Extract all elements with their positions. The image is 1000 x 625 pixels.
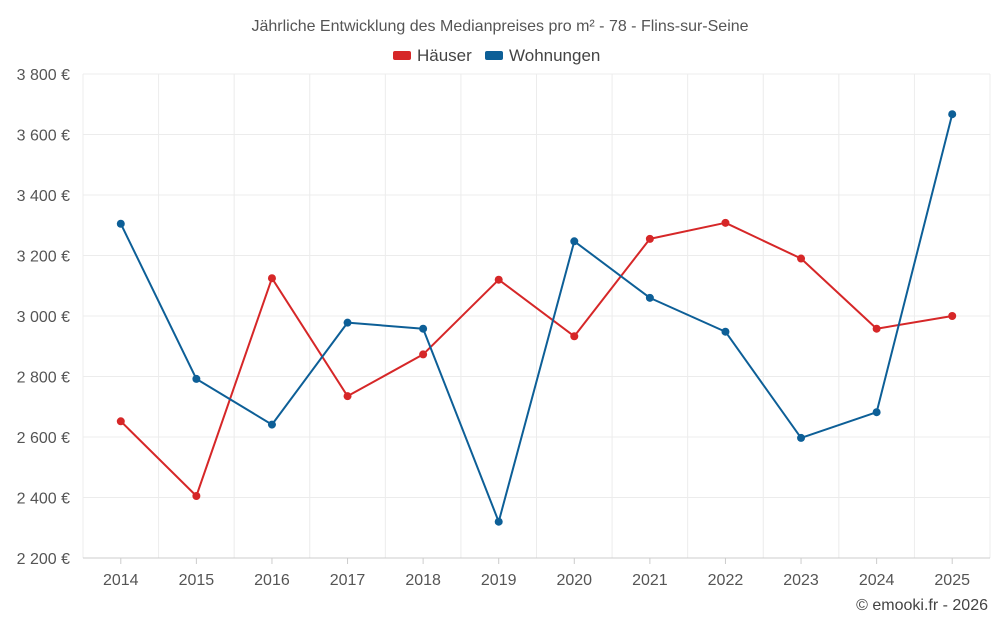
y-tick-label: 2 600 € xyxy=(17,430,70,447)
data-point-wohnungen[interactable] xyxy=(872,408,881,417)
y-axis-ticks: 2 200 € 2 400 € 2 600 € 2 800 € 3 000 € 3 200… xyxy=(17,67,70,568)
chart-title: Jährliche Entwicklung des Medianpreises … xyxy=(251,18,748,35)
data-point-haeuser[interactable] xyxy=(570,332,579,341)
y-tick-label: 3 800 € xyxy=(17,67,70,84)
x-tick-label: 2016 xyxy=(254,572,290,589)
data-point-haeuser[interactable] xyxy=(116,417,125,426)
x-tick-label: 2018 xyxy=(405,572,441,589)
data-point-wohnungen[interactable] xyxy=(192,374,201,383)
series-line-wohnungen xyxy=(119,113,954,523)
data-point-haeuser[interactable] xyxy=(343,392,352,401)
y-tick-label: 3 600 € xyxy=(17,128,70,145)
data-point-wohnungen[interactable] xyxy=(343,318,352,327)
x-tick-label: 2023 xyxy=(783,572,819,589)
x-tick-label: 2014 xyxy=(103,572,139,589)
data-point-haeuser[interactable] xyxy=(797,254,806,263)
x-tick-label: 2024 xyxy=(859,572,895,589)
data-point-wohnungen[interactable] xyxy=(570,237,579,246)
x-tick-label: 2019 xyxy=(481,572,517,589)
x-tick-label: 2020 xyxy=(556,572,592,589)
data-point-wohnungen[interactable] xyxy=(116,219,125,228)
legend-label-haeuser: Häuser xyxy=(417,46,472,65)
data-point-haeuser[interactable] xyxy=(645,234,654,243)
data-point-wohnungen[interactable] xyxy=(267,420,276,429)
legend-swatch-wohnungen xyxy=(485,51,503,60)
data-point-wohnungen[interactable] xyxy=(494,517,503,526)
y-tick-label: 2 800 € xyxy=(17,370,70,387)
data-point-haeuser[interactable] xyxy=(948,312,957,320)
y-tick-label: 2 200 € xyxy=(17,551,70,568)
x-tick-label: 2015 xyxy=(179,572,215,589)
y-tick-label: 3 200 € xyxy=(17,249,70,266)
data-point-haeuser[interactable] xyxy=(721,218,730,227)
x-tick-label: 2021 xyxy=(632,572,668,589)
x-tick-label: 2025 xyxy=(934,572,970,589)
data-point-haeuser[interactable] xyxy=(872,324,881,333)
x-tick-label: 2022 xyxy=(708,572,744,589)
y-tick-label: 3 000 € xyxy=(17,309,70,326)
data-point-wohnungen[interactable] xyxy=(797,433,806,442)
y-tick-label: 3 400 € xyxy=(17,188,70,205)
data-point-wohnungen[interactable] xyxy=(419,324,428,333)
data-point-wohnungen[interactable] xyxy=(645,293,654,302)
data-point-haeuser[interactable] xyxy=(494,275,503,284)
series-layer xyxy=(116,110,957,526)
credit-text: © emooki.fr - 2026 xyxy=(856,597,988,614)
legend-label-wohnungen: Wohnungen xyxy=(509,46,600,65)
data-point-haeuser[interactable] xyxy=(419,350,428,359)
x-tick-label: 2017 xyxy=(330,572,366,589)
x-axis-ticks: 2014 2015 2016 2017 2018 2019 2020 2021 2022 2023… xyxy=(103,558,970,589)
data-point-haeuser[interactable] xyxy=(192,491,201,500)
y-tick-label: 2 400 € xyxy=(17,491,70,508)
legend: Häuser Wohnungen xyxy=(393,46,600,65)
data-point-wohnungen[interactable] xyxy=(948,110,957,119)
data-point-haeuser[interactable] xyxy=(267,274,276,283)
series-line-haeuser xyxy=(120,221,953,497)
data-point-wohnungen[interactable] xyxy=(721,327,730,336)
legend-swatch-haeuser xyxy=(393,51,411,60)
